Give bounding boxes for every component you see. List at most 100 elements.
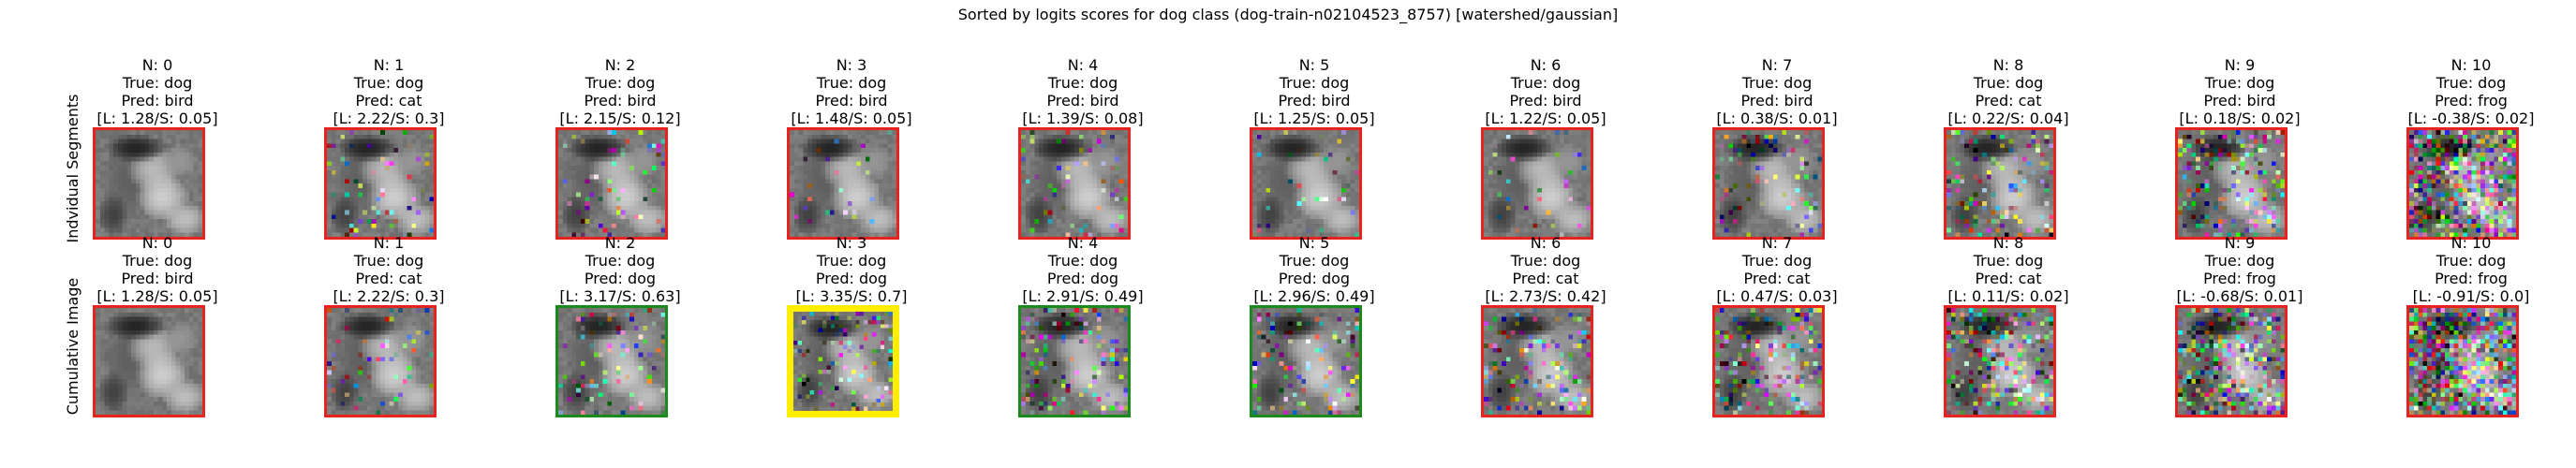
true-class-label: True: dog [1741,252,1813,270]
dog-image-pixels [1715,130,1822,237]
cell-caption: N: 5 True: dog Pred: bird [L: 1.25/S: 0.05] [1211,56,1417,127]
segment-cell: N: 8 True: dog Pred: cat [L: 0.22/S: 0.04] [1905,56,2111,253]
dog-image-pixels [1021,308,1128,415]
cell-caption: N: 9 True: dog Pred: bird [L: 0.18/S: 0.02] [2137,56,2343,127]
dog-image-pixels [96,308,202,415]
dog-image-thumbnail [787,127,899,240]
cell-index-label: N: 7 [1761,56,1793,74]
segment-cell: N: 8 True: dog Pred: cat [L: 0.11/S: 0.02] [1905,234,2111,431]
score-label: [L: -0.68/S: 0.01] [2176,287,2303,305]
cell-index-label: N: 1 [373,56,405,74]
cell-index-label: N: 4 [1067,56,1099,74]
segment-cell: N: 4 True: dog Pred: dog [L: 2.91/S: 0.49] [980,234,1186,431]
cell-index-label: N: 2 [604,234,636,252]
dog-image-thumbnail [2406,305,2519,417]
predicted-class-label: Pred: bird [815,92,888,110]
cell-caption: N: 8 True: dog Pred: cat [L: 0.11/S: 0.02] [1905,234,2111,305]
true-class-label: True: dog [1279,74,1350,92]
segment-cell: N: 1 True: dog Pred: cat [L: 2.22/S: 0.3] [286,234,492,431]
dog-image-pixels [558,308,665,415]
dog-image-thumbnail [1018,305,1131,417]
dog-image-pixels [793,312,893,411]
dog-image-thumbnail [1250,305,1362,417]
true-class-label: True: dog [122,252,193,270]
true-class-label: True: dog [122,74,193,92]
dog-image-thumbnail [2175,305,2287,417]
score-label: [L: 0.22/S: 0.04] [1947,110,2069,127]
dog-image-pixels [1715,308,1822,415]
dog-image-thumbnail [324,305,437,417]
score-label: [L: 2.73/S: 0.42] [1485,287,1606,305]
predicted-class-label: Pred: cat [1512,270,1579,287]
dog-image-pixels [327,308,434,415]
cell-index-label: N: 10 [2450,56,2492,74]
predicted-class-label: Pred: bird [1046,92,1119,110]
cell-caption: N: 3 True: dog Pred: bird [L: 1.48/S: 0.05] [748,56,955,127]
dog-image-pixels [96,130,202,237]
dog-image-pixels [1947,130,2053,237]
true-class-label: True: dog [816,252,887,270]
dog-image-thumbnail [1944,127,2056,240]
predicted-class-label: Pred: frog [2435,270,2508,287]
true-class-label: True: dog [585,74,656,92]
dog-image-thumbnail [93,305,205,417]
segment-cell: N: 6 True: dog Pred: bird [L: 1.22/S: 0.05] [1443,56,1649,253]
predicted-class-label: Pred: bird [2203,92,2276,110]
cell-caption: N: 3 True: dog Pred: dog [L: 3.35/S: 0.7] [748,234,955,305]
cell-caption: N: 1 True: dog Pred: cat [L: 2.22/S: 0.3] [286,56,492,127]
cell-index-label: N: 0 [141,56,173,74]
dog-image-thumbnail [1250,127,1362,240]
score-label: [L: 2.22/S: 0.3] [333,110,445,127]
dog-image-thumbnail [93,127,205,240]
segment-cell: N: 2 True: dog Pred: bird [L: 2.15/S: 0.12] [517,56,723,253]
segment-cell: N: 3 True: dog Pred: bird [L: 1.48/S: 0.05] [748,56,955,253]
predicted-class-label: Pred: bird [121,92,194,110]
dog-image-thumbnail [2175,127,2287,240]
dog-image-thumbnail [1018,127,1131,240]
cell-index-label: N: 9 [2224,56,2256,74]
cell-index-label: N: 9 [2224,234,2256,252]
predicted-class-label: Pred: dog [815,270,888,287]
dog-image-pixels [2409,130,2516,237]
true-class-label: True: dog [1047,252,1118,270]
predicted-class-label: Pred: dog [584,270,657,287]
dog-image-pixels [1252,130,1359,237]
predicted-class-label: Pred: cat [1743,270,1811,287]
dog-image-thumbnail [1712,305,1825,417]
cell-caption: N: 4 True: dog Pred: bird [L: 1.39/S: 0.08] [980,56,1186,127]
true-class-label: True: dog [1510,252,1581,270]
predicted-class-label: Pred: bird [121,270,194,287]
dog-image-thumbnail [2406,127,2519,240]
cell-caption: N: 6 True: dog Pred: cat [L: 2.73/S: 0.42] [1443,234,1649,305]
cell-caption: N: 0 True: dog Pred: bird [L: 1.28/S: 0.05] [54,56,260,127]
dog-image-thumbnail [1944,305,2056,417]
cell-caption: N: 7 True: dog Pred: bird [L: 0.38/S: 0.01] [1674,56,1880,127]
segment-cell: N: 3 True: dog Pred: dog [L: 3.35/S: 0.7] [748,234,955,431]
cell-index-label: N: 0 [141,234,173,252]
true-class-label: True: dog [353,74,424,92]
score-label: [L: 1.25/S: 0.05] [1253,110,1375,127]
segment-cell: N: 5 True: dog Pred: dog [L: 2.96/S: 0.49] [1211,234,1417,431]
true-class-label: True: dog [1510,74,1581,92]
dog-image-pixels [1484,308,1591,415]
score-label: [L: 1.48/S: 0.05] [791,110,912,127]
true-class-label: True: dog [816,74,887,92]
predicted-class-label: Pred: bird [1740,92,1814,110]
predicted-class-label: Pred: frog [2203,270,2276,287]
cell-caption: N: 0 True: dog Pred: bird [L: 1.28/S: 0.05] [54,234,260,305]
true-class-label: True: dog [1973,74,2044,92]
score-label: [L: 0.18/S: 0.02] [2179,110,2301,127]
true-class-label: True: dog [2435,252,2507,270]
segment-cell: N: 10 True: dog Pred: frog [L: -0.38/S: 0.0… [2368,56,2574,253]
predicted-class-label: Pred: bird [584,92,657,110]
cell-index-label: N: 5 [1298,56,1330,74]
segment-cell: N: 0 True: dog Pred: bird [L: 1.28/S: 0.05] [54,234,260,431]
dog-image-pixels [790,130,896,237]
segment-cell: N: 1 True: dog Pred: cat [L: 2.22/S: 0.3] [286,56,492,253]
dog-image-pixels [1252,308,1359,415]
score-label: [L: 0.38/S: 0.01] [1716,110,1838,127]
score-label: [L: 2.22/S: 0.3] [333,287,445,305]
cell-index-label: N: 8 [1992,234,2024,252]
cell-caption: N: 2 True: dog Pred: bird [L: 2.15/S: 0.12] [517,56,723,127]
predicted-class-label: Pred: cat [1975,92,2042,110]
